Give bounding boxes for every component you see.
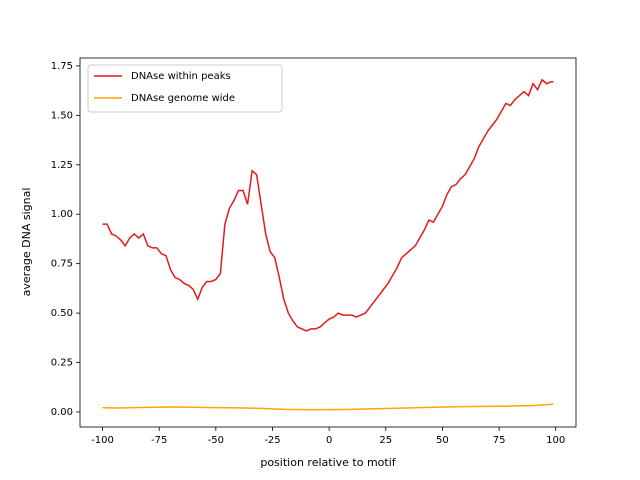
x-axis-label: position relative to motif [260,456,396,469]
x-tick-label: -75 [151,435,167,446]
x-tick-label: 25 [379,435,392,446]
legend-label: DNAse genome wide [131,93,235,104]
y-tick-label: 1.25 [51,160,73,171]
legend-box [87,64,283,113]
axes-frame [79,57,577,428]
x-tick-label: 0 [326,435,332,446]
y-tick-label: 1.50 [51,110,73,121]
y-tick-label: 1.00 [51,209,73,220]
y-tick-label: 0.75 [51,259,73,270]
x-tick-label: 100 [546,435,565,446]
x-tick-label: 75 [493,435,506,446]
x-tick-label: 50 [436,435,449,446]
x-tick-label: -100 [91,435,114,446]
y-tick-label: 1.75 [51,61,73,72]
y-tick-label: 0.00 [51,407,73,418]
x-tick-label: -50 [208,435,224,446]
x-tick-label: -25 [264,435,280,446]
y-tick-label: 0.25 [51,358,73,369]
data-line [102,78,554,332]
y-tick-label: 0.50 [51,308,73,319]
legend-label: DNAse within peaks [131,71,231,82]
y-axis-label: average DNA signal [20,188,33,297]
data-line [102,403,554,411]
